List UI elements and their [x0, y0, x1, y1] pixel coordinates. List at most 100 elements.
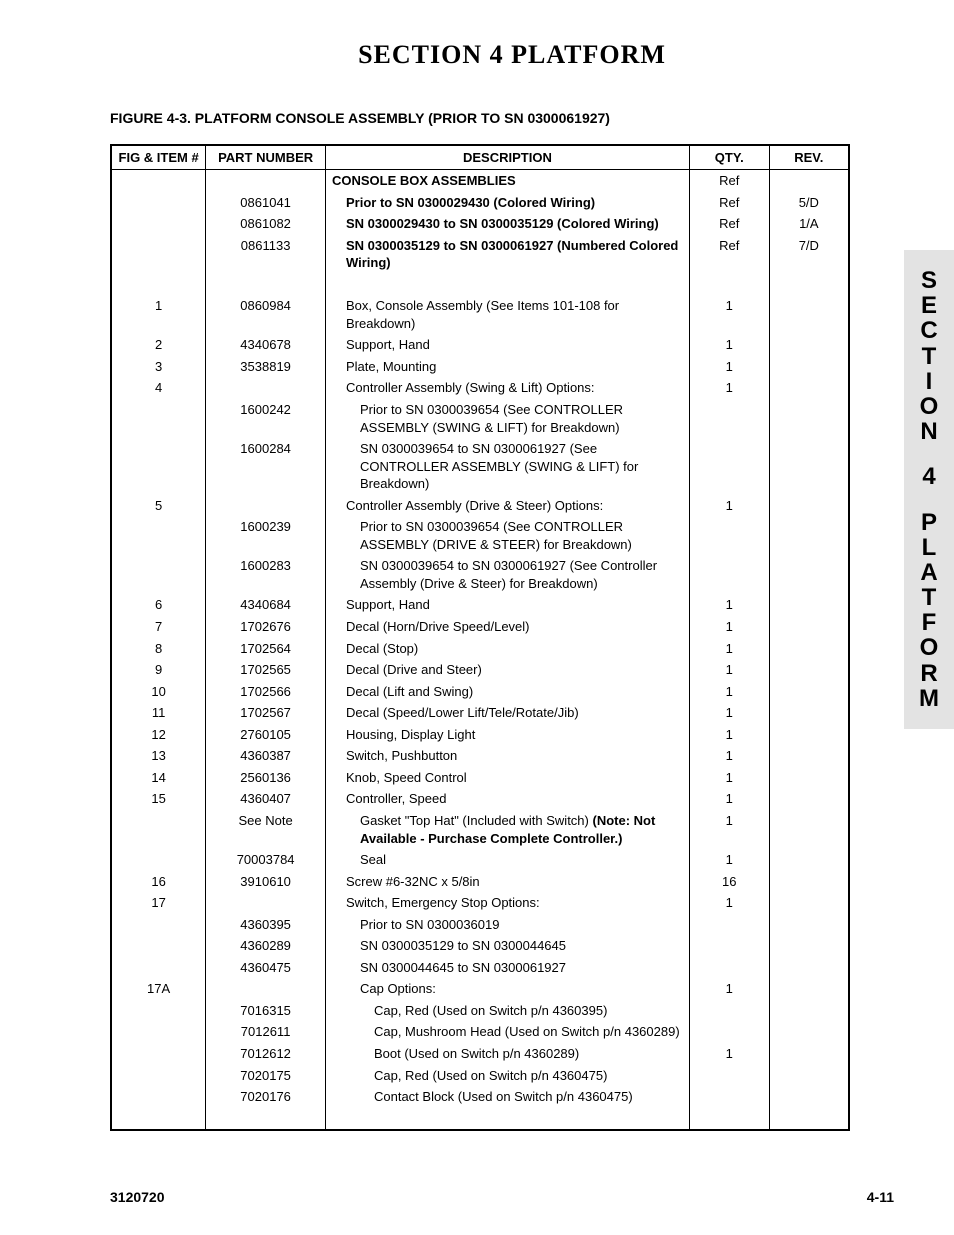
cell-description: SN 0300035129 to SN 0300061927 (Numbered…: [325, 235, 689, 274]
cell-fig: 16: [111, 871, 206, 893]
cell-description: CONSOLE BOX ASSEMBLIES: [325, 170, 689, 192]
cell-fig: 14: [111, 767, 206, 789]
cell-rev: [769, 702, 849, 724]
cell-fig: [111, 192, 206, 214]
cell-part-number: 7012611: [206, 1021, 326, 1043]
table-row: 7016315Cap, Red (Used on Switch p/n 4360…: [111, 1000, 849, 1022]
cell-description: Switch, Emergency Stop Options:: [325, 892, 689, 914]
cell-qty: 1: [689, 594, 769, 616]
cell-qty: 1: [689, 638, 769, 660]
cell-part-number: 4340684: [206, 594, 326, 616]
cell-qty: 1: [689, 724, 769, 746]
cell-rev: [769, 659, 849, 681]
cell-fig: [111, 914, 206, 936]
cell-description: Support, Hand: [325, 594, 689, 616]
table-row: 33538819Plate, Mounting1: [111, 356, 849, 378]
side-tab-letter: O: [904, 635, 954, 660]
cell-qty: 1: [689, 377, 769, 399]
cell-part-number: 2560136: [206, 767, 326, 789]
cell-qty: [689, 1000, 769, 1022]
table-row: 0861133SN 0300035129 to SN 0300061927 (N…: [111, 235, 849, 274]
cell-fig: [111, 213, 206, 235]
cell-qty: Ref: [689, 213, 769, 235]
page-footer: 3120720 4-11: [110, 1189, 894, 1205]
side-tab-letter: T: [904, 585, 954, 610]
cell-part-number: 0861082: [206, 213, 326, 235]
cell-description: SN 0300044645 to SN 0300061927: [325, 957, 689, 979]
footer-right: 4-11: [867, 1189, 894, 1205]
cell-rev: [769, 978, 849, 1000]
cell-description: Plate, Mounting: [325, 356, 689, 378]
cell-part-number: 70003784: [206, 849, 326, 871]
cell-part-number: 1702565: [206, 659, 326, 681]
side-tab-letter: E: [904, 293, 954, 318]
cell-rev: [769, 356, 849, 378]
cell-part-number: 7020175: [206, 1065, 326, 1087]
cell-fig: 1: [111, 295, 206, 334]
cell-fig: 9: [111, 659, 206, 681]
table-header: FIG & ITEM # PART NUMBER DESCRIPTION QTY…: [111, 145, 849, 170]
page: SECTION 4 PLATFORM FIGURE 4-3. PLATFORM …: [0, 0, 954, 1161]
cell-part-number: 7012612: [206, 1043, 326, 1065]
cell-fig: [111, 1065, 206, 1087]
cell-rev: [769, 295, 849, 334]
table-row: 0861041Prior to SN 0300029430 (Colored W…: [111, 192, 849, 214]
table-row: 1600284SN 0300039654 to SN 0300061927 (S…: [111, 438, 849, 495]
cell-part-number: [206, 978, 326, 1000]
side-tab-letter: L: [904, 535, 954, 560]
cell-description: Knob, Speed Control: [325, 767, 689, 789]
side-tab-letter: P: [904, 510, 954, 535]
cell-fig: [111, 1086, 206, 1108]
cell-rev: [769, 170, 849, 192]
col-desc: DESCRIPTION: [325, 145, 689, 170]
table-row: 64340684Support, Hand1: [111, 594, 849, 616]
cell-fig: 13: [111, 745, 206, 767]
cell-description: Boot (Used on Switch p/n 4360289): [325, 1043, 689, 1065]
cell-fig: [111, 1021, 206, 1043]
cell-qty: 1: [689, 681, 769, 703]
cell-part-number: 0861133: [206, 235, 326, 274]
cell-description: Cap, Red (Used on Switch p/n 4360395): [325, 1000, 689, 1022]
cell-rev: [769, 745, 849, 767]
cell-part-number: 1600239: [206, 516, 326, 555]
cell-rev: [769, 516, 849, 555]
table-row: 4360475SN 0300044645 to SN 0300061927: [111, 957, 849, 979]
cell-fig: 6: [111, 594, 206, 616]
cell-description: SN 0300039654 to SN 0300061927 (See CONT…: [325, 438, 689, 495]
cell-fig: [111, 170, 206, 192]
cell-fig: 5: [111, 495, 206, 517]
cell-rev: [769, 849, 849, 871]
cell-description: Controller Assembly (Swing & Lift) Optio…: [325, 377, 689, 399]
cell-description: SN 0300039654 to SN 0300061927 (See Cont…: [325, 555, 689, 594]
table-row: 81702564Decal (Stop)1: [111, 638, 849, 660]
cell-rev: 7/D: [769, 235, 849, 274]
cell-part-number: 0861041: [206, 192, 326, 214]
cell-description: Cap, Mushroom Head (Used on Switch p/n 4…: [325, 1021, 689, 1043]
spacer-row: [111, 274, 849, 296]
cell-rev: 5/D: [769, 192, 849, 214]
table-row: 24340678Support, Hand1: [111, 334, 849, 356]
cell-fig: 11: [111, 702, 206, 724]
cell-description: Decal (Speed/Lower Lift/Tele/Rotate/Jib): [325, 702, 689, 724]
cell-rev: [769, 892, 849, 914]
parts-table: FIG & ITEM # PART NUMBER DESCRIPTION QTY…: [110, 144, 850, 1131]
section-title: SECTION 4 PLATFORM: [110, 40, 914, 70]
side-tab-letter: I: [904, 369, 954, 394]
cell-rev: [769, 767, 849, 789]
cell-description: Switch, Pushbutton: [325, 745, 689, 767]
table-row: 17ACap Options:1: [111, 978, 849, 1000]
cell-rev: [769, 555, 849, 594]
cell-part-number: 4360289: [206, 935, 326, 957]
cell-part-number: See Note: [206, 810, 326, 849]
cell-qty: 1: [689, 810, 769, 849]
cell-qty: 1: [689, 745, 769, 767]
table-row: 10860984Box, Console Assembly (See Items…: [111, 295, 849, 334]
table-body: CONSOLE BOX ASSEMBLIESRef0861041Prior to…: [111, 170, 849, 1131]
cell-part-number: 1702564: [206, 638, 326, 660]
cell-fig: [111, 438, 206, 495]
side-tab-letter: C: [904, 318, 954, 343]
table-row: See NoteGasket "Top Hat" (Included with …: [111, 810, 849, 849]
side-tab-letter: O: [904, 394, 954, 419]
table-row: 71702676Decal (Horn/Drive Speed/Level)1: [111, 616, 849, 638]
cell-fig: [111, 810, 206, 849]
